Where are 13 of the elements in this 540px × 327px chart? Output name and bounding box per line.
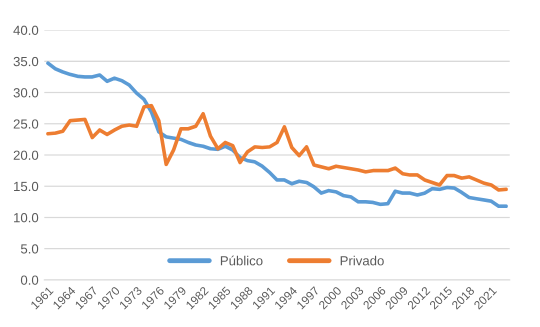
y-tick-label: 10.0 bbox=[14, 213, 38, 222]
y-tick-label: 5.0 bbox=[20, 244, 38, 254]
y-tick-label: 30.0 bbox=[14, 88, 38, 98]
y-tick-label: 35.0 bbox=[14, 56, 38, 66]
y-tick-label: 20.0 bbox=[14, 150, 38, 160]
y-tick-label: 40.0 bbox=[13, 26, 38, 35]
y-tick-label: 0.0 bbox=[20, 275, 38, 285]
line-series bbox=[46, 104, 508, 192]
line-series bbox=[46, 61, 508, 208]
y-tick-label: 25.0 bbox=[14, 119, 38, 129]
y-tick-label: 15.0 bbox=[14, 182, 38, 192]
legend-label: Público bbox=[220, 256, 263, 266]
legend-label: Privado bbox=[340, 256, 384, 266]
